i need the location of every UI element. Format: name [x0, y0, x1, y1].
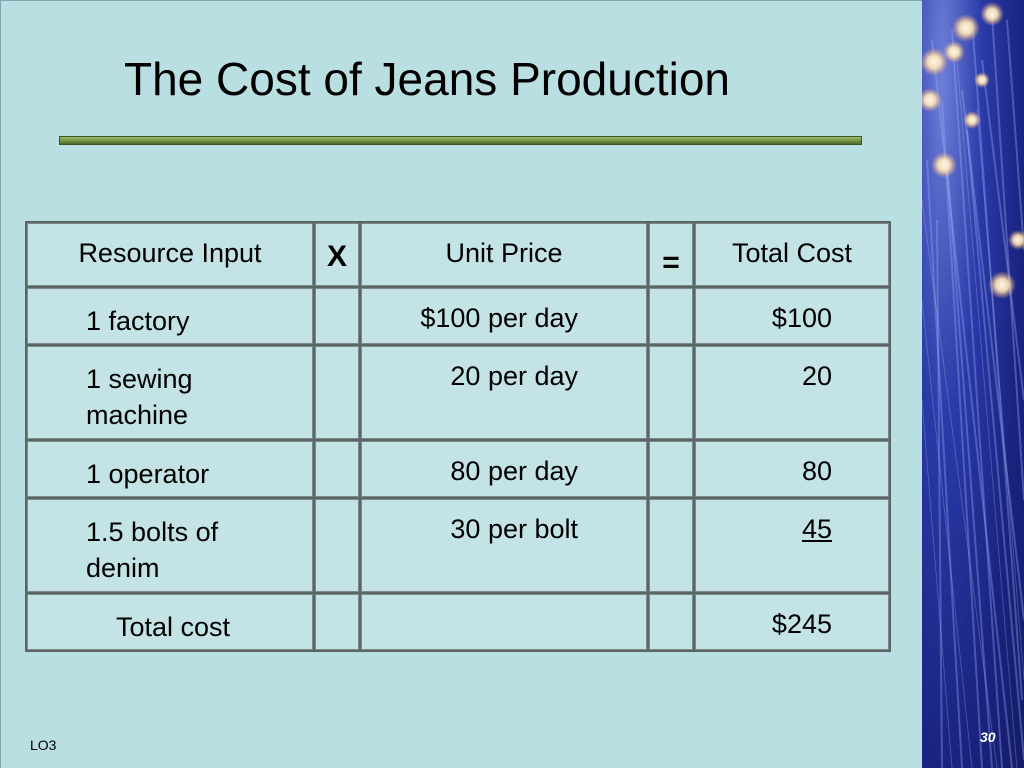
unit-price-empty-cell: [361, 594, 647, 650]
total-cost-value: 45: [801, 514, 832, 544]
total-cost-label: Total cost: [116, 612, 231, 642]
header-equals-cell: =: [649, 223, 693, 286]
unit-price-value: $100 per day: [420, 303, 578, 333]
fiber-optic-graphic: [922, 2, 1024, 768]
total-cost-value: 20: [801, 361, 832, 391]
resource-cell: 1.5 bolts of denim: [27, 499, 313, 592]
table-header-row: Resource Input X Unit Price = Total Cost: [27, 223, 889, 286]
unit-price-cell: 80 per day: [361, 441, 647, 497]
unit-price-value: 30 per bolt: [450, 514, 578, 544]
resource-label: 1 operator: [86, 459, 210, 489]
cost-table: Resource Input X Unit Price = Total Cost…: [25, 221, 891, 652]
total-cost-value: 80: [801, 456, 832, 486]
equals-empty-cell: [649, 288, 693, 344]
learning-objective-label: LO3: [30, 737, 57, 753]
equals-empty-cell: [649, 441, 693, 497]
total-row: Total cost $245: [27, 594, 889, 650]
table-row: 1.5 bolts of denim 30 per bolt 45: [27, 499, 889, 592]
header-unit-price-label: Unit Price: [445, 238, 563, 268]
multiply-empty-cell: [315, 594, 359, 650]
header-total-cost-label: Total Cost: [731, 238, 853, 268]
resource-cell: 1 factory: [27, 288, 313, 344]
total-cost-cell: $100: [695, 288, 889, 344]
equals-symbol: =: [662, 246, 680, 279]
multiply-empty-cell: [315, 441, 359, 497]
multiply-empty-cell: [315, 346, 359, 439]
unit-price-value: 20 per day: [450, 361, 578, 391]
multiply-symbol: X: [326, 240, 347, 273]
header-multiply-cell: X: [315, 223, 359, 286]
equals-empty-cell: [649, 594, 693, 650]
grand-total-cell: $245: [695, 594, 889, 650]
page-number: 30: [980, 729, 996, 745]
unit-price-cell: 30 per bolt: [361, 499, 647, 592]
resource-cell: 1 sewing machine: [27, 346, 313, 439]
total-cost-value: $100: [771, 303, 832, 333]
grand-total-value: $245: [771, 609, 832, 639]
resource-label: 1.5 bolts of denim: [86, 517, 219, 583]
header-unit-price-cell: Unit Price: [361, 223, 647, 286]
header-total-cost-cell: Total Cost: [695, 223, 889, 286]
equals-empty-cell: [649, 346, 693, 439]
header-resource-cell: Resource Input: [27, 223, 313, 286]
table-row: 1 sewing machine 20 per day 20: [27, 346, 889, 439]
table-row: 1 factory $100 per day $100: [27, 288, 889, 344]
total-cost-cell: 80: [695, 441, 889, 497]
unit-price-value: 80 per day: [450, 456, 578, 486]
total-cost-cell: 20: [695, 346, 889, 439]
title-divider: [59, 136, 862, 145]
total-label-cell: Total cost: [27, 594, 313, 650]
equals-empty-cell: [649, 499, 693, 592]
unit-price-cell: 20 per day: [361, 346, 647, 439]
multiply-empty-cell: [315, 499, 359, 592]
unit-price-cell: $100 per day: [361, 288, 647, 344]
slide-title: The Cost of Jeans Production: [124, 53, 730, 105]
header-resource-label: Resource Input: [78, 238, 262, 268]
multiply-empty-cell: [315, 288, 359, 344]
resource-label: 1 factory: [86, 306, 190, 336]
fiber-optic-image: [922, 0, 1024, 768]
table-row: 1 operator 80 per day 80: [27, 441, 889, 497]
total-cost-cell: 45: [695, 499, 889, 592]
resource-label: 1 sewing machine: [86, 364, 193, 430]
resource-cell: 1 operator: [27, 441, 313, 497]
